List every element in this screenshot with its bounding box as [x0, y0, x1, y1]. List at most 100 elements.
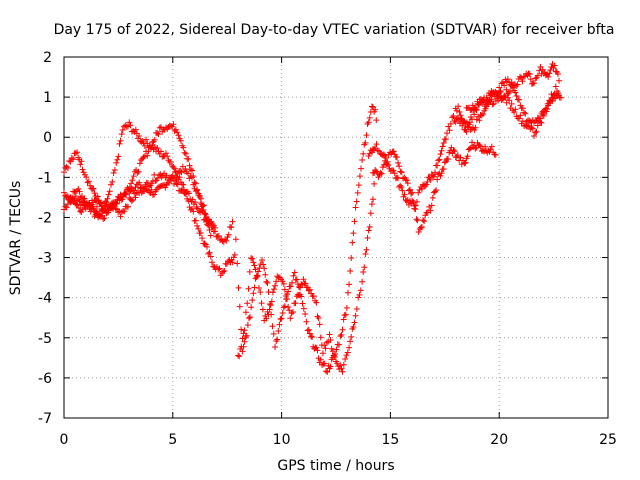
data-point	[489, 101, 496, 108]
data-point	[509, 84, 516, 91]
data-point	[236, 303, 243, 310]
data-point	[164, 153, 171, 160]
data-point	[545, 100, 552, 107]
data-point	[185, 190, 192, 197]
grid	[64, 57, 608, 418]
data-point	[84, 179, 91, 186]
data-point	[136, 160, 143, 167]
data-point	[250, 290, 257, 297]
data-point	[359, 157, 366, 164]
data-point	[266, 306, 273, 313]
data-point	[126, 184, 133, 191]
data-point	[117, 213, 124, 220]
data-point	[355, 182, 362, 189]
data-point	[424, 178, 431, 185]
data-point	[272, 282, 279, 289]
data-point	[286, 307, 293, 314]
data-point	[100, 216, 107, 223]
data-point	[182, 150, 189, 157]
data-point	[363, 246, 370, 253]
data-point	[272, 344, 279, 351]
data-point	[258, 300, 265, 307]
data-point	[360, 150, 367, 157]
data-point	[546, 70, 553, 77]
data-point	[393, 154, 400, 161]
data-point	[420, 217, 427, 224]
data-point	[310, 293, 317, 300]
data-point	[176, 174, 183, 181]
data-series	[65, 170, 219, 231]
data-point	[455, 103, 462, 110]
data-point	[471, 111, 478, 118]
data-point	[492, 151, 499, 158]
data-point	[400, 175, 407, 182]
data-point	[478, 112, 485, 119]
data-point	[246, 268, 253, 275]
data-point	[275, 328, 282, 335]
data-point	[197, 200, 204, 207]
data-point	[182, 166, 189, 173]
data-point	[74, 149, 81, 156]
data-point	[190, 208, 197, 215]
data-point	[366, 223, 373, 230]
data-point	[346, 281, 353, 288]
data-point	[302, 310, 309, 317]
data-point	[348, 255, 355, 262]
data-point	[276, 321, 283, 328]
data-point	[264, 279, 271, 286]
data-point	[427, 207, 434, 214]
x-tick-label: 20	[490, 432, 508, 448]
data-point	[110, 169, 117, 176]
data-point	[347, 267, 354, 274]
data-point	[215, 232, 222, 239]
data-point	[313, 299, 320, 306]
data-point	[207, 232, 214, 239]
data-point	[154, 130, 161, 137]
data-point	[327, 336, 334, 343]
data-point	[353, 198, 360, 205]
data-point	[436, 156, 443, 163]
data-point	[313, 344, 320, 351]
data-point	[168, 175, 175, 182]
data-point	[386, 149, 393, 156]
data-point	[524, 123, 531, 130]
data-point	[364, 235, 371, 242]
data-point	[255, 285, 262, 292]
data-point	[111, 166, 118, 173]
data-point	[254, 272, 261, 279]
data-point	[361, 264, 368, 271]
data-point	[289, 279, 296, 286]
data-point	[175, 132, 182, 139]
data-point	[83, 174, 90, 181]
data-point	[180, 144, 187, 151]
data-point	[352, 204, 359, 211]
data-point	[185, 156, 192, 163]
data-point	[207, 253, 214, 260]
y-tick-label: 1	[43, 90, 52, 106]
data-point	[64, 193, 71, 200]
data-point	[401, 191, 408, 198]
data-point	[362, 251, 369, 258]
data-point	[393, 174, 400, 181]
data-point	[459, 122, 466, 129]
data-point	[395, 175, 402, 182]
data-point	[228, 224, 235, 231]
data-point	[306, 330, 313, 337]
data-point	[376, 148, 383, 155]
data-point	[306, 286, 313, 293]
data-point	[263, 315, 270, 322]
data-point	[432, 169, 439, 176]
data-point	[479, 147, 486, 154]
data-point	[411, 205, 418, 212]
data-point	[91, 190, 98, 197]
y-tick-label: -4	[38, 291, 52, 307]
data-point	[377, 169, 384, 176]
data-point	[143, 136, 150, 143]
data-point	[101, 206, 108, 213]
data-point	[117, 137, 124, 144]
data-point	[336, 341, 343, 348]
data-point	[199, 235, 206, 242]
data-point	[319, 362, 326, 369]
data-point	[111, 202, 118, 209]
